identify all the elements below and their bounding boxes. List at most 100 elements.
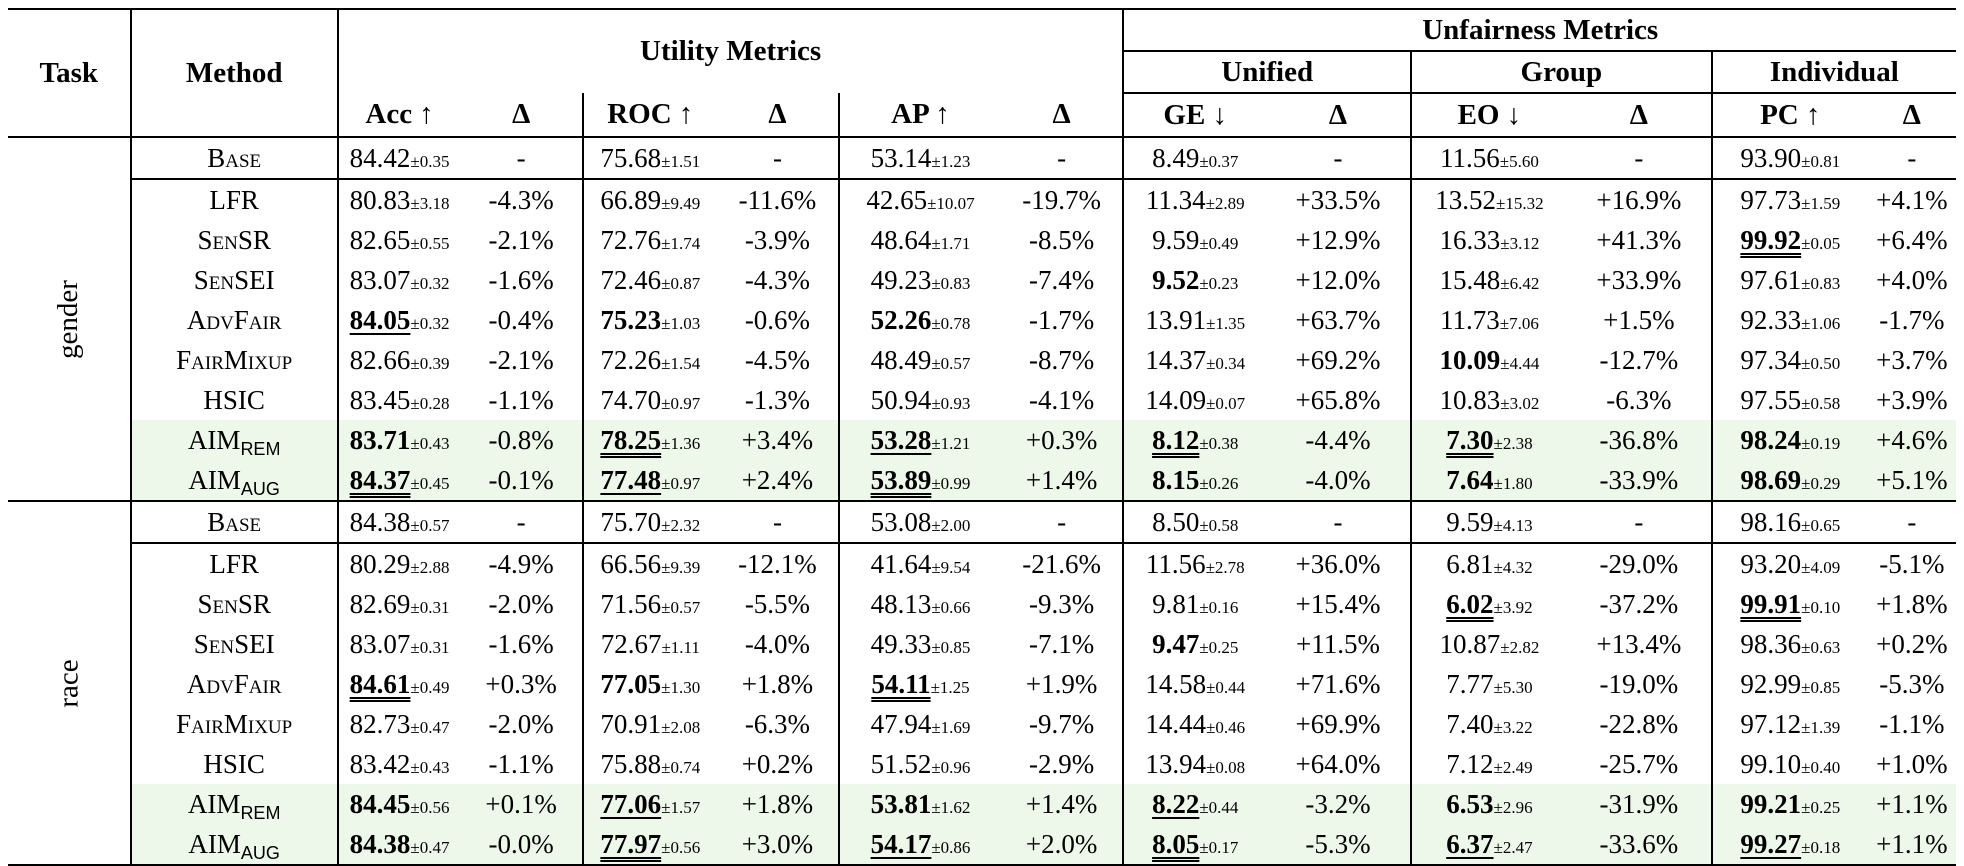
cell-ge: 8.49±0.37 <box>1122 137 1267 180</box>
table-row: LFR 80.83±3.18 -4.3% 66.89±9.49 -11.6% 42.65±… <box>8 179 1956 220</box>
method-cell: AdvFair <box>129 664 338 704</box>
cell-ge: 9.59±0.49 <box>1122 220 1267 260</box>
table-row: FairMixup 82.66±0.39 -2.1% 72.26±1.54 -4.5% 4… <box>8 340 1956 380</box>
column-headers: Acc ↑ Δ ROC ↑ Δ AP ↑ Δ GE ↓ Δ EO ↓ Δ PC ↑ Δ <box>8 93 1956 138</box>
method-name: SenSEI <box>193 264 275 295</box>
cell-roc: 77.05±1.30 <box>581 664 717 704</box>
table-row: HSIC 83.42±0.43 -1.1% 75.88±0.74 +0.2% 51.52±… <box>8 744 1956 784</box>
cell-acc-delta: +0.1% <box>460 784 583 824</box>
cell-std: ±1.71 <box>931 233 971 253</box>
cell-value: -5.3% <box>1305 828 1371 859</box>
cell-value: 77.97 <box>600 828 662 859</box>
cell-value: - <box>772 142 782 173</box>
cell-pc: 92.33±1.06 <box>1710 300 1868 340</box>
cell-std: ±1.03 <box>661 313 701 333</box>
cell-value: -9.7% <box>1028 708 1095 739</box>
cell-std: ±0.74 <box>661 757 701 777</box>
cell-std: ±15.32 <box>1496 193 1544 213</box>
cell-std: ±0.83 <box>931 273 971 293</box>
cell-value: +71.6% <box>1295 668 1381 699</box>
cell-pc: 98.24±0.19 <box>1710 420 1868 460</box>
cell-std: ±1.51 <box>661 151 701 171</box>
cell-value: -2.0% <box>488 588 554 619</box>
cell-value: 8.49 <box>1152 142 1200 173</box>
cell-ge-delta: -4.0% <box>1266 460 1411 502</box>
cell-value: -8.5% <box>1028 224 1095 255</box>
cell-value: - <box>1333 506 1343 537</box>
cell-std: ±0.66 <box>931 597 971 617</box>
cell-std: ±0.43 <box>410 757 450 777</box>
cell-value: 75.23 <box>600 304 662 335</box>
cell-std: ±4.44 <box>1500 353 1540 373</box>
cell-std: ±0.18 <box>1801 837 1841 857</box>
cell-value: -0.6% <box>744 304 811 335</box>
cell-std: ±0.85 <box>1801 677 1841 697</box>
cell-pc-delta: +1.1% <box>1867 824 1956 866</box>
cell-std: ±0.44 <box>1199 797 1239 817</box>
cell-std: ±0.19 <box>1801 433 1841 453</box>
cell-value: +1.4% <box>1025 788 1098 819</box>
cell-value: - <box>1634 506 1644 537</box>
cell-acc: 80.29±2.88 <box>336 543 461 584</box>
cell-eo: 7.64±1.80 <box>1409 460 1567 502</box>
cell-value: +2.0% <box>1025 828 1098 859</box>
cell-ap-delta: -19.7% <box>1001 179 1124 220</box>
cell-value: +3.7% <box>1876 344 1948 375</box>
cell-pc-delta: +1.8% <box>1868 584 1956 624</box>
method-name: FairMixup <box>176 708 293 739</box>
cell-value: 92.33 <box>1740 304 1802 335</box>
cell-ge-delta: +15.4% <box>1266 584 1411 624</box>
cell-std: ±0.07 <box>1206 393 1246 413</box>
cell-std: ±0.49 <box>1199 233 1239 253</box>
cell-value: 72.67 <box>600 628 662 659</box>
results-table: Task Method Utility Metrics Unfairness M… <box>8 8 1956 866</box>
cell-std: ±1.80 <box>1493 473 1533 493</box>
cell-value: 9.52 <box>1152 264 1200 295</box>
cell-value: 13.94 <box>1145 748 1207 779</box>
cell-value: +4.0% <box>1876 264 1948 295</box>
cell-ap: 48.49±0.57 <box>838 340 1001 380</box>
cell-acc: 84.45±0.56 <box>336 784 461 824</box>
cell-ge: 8.12±0.38 <box>1122 420 1267 460</box>
cell-acc: 84.38±0.47 <box>336 824 461 866</box>
cell-ap-delta: - <box>1000 501 1124 544</box>
cell-value: 10.83 <box>1439 384 1501 415</box>
cell-value: 49.33 <box>870 628 932 659</box>
cell-eo: 6.02±3.92 <box>1409 584 1567 624</box>
cell-roc-delta: -3.9% <box>717 220 840 260</box>
table-row: AIMREM 83.71±0.43 -0.8% 78.25±1.36 +3.4% 53.2… <box>8 420 1956 460</box>
cell-value: 93.90 <box>1740 142 1802 173</box>
cell-pc: 99.27±0.18 <box>1710 824 1868 866</box>
cell-std: ±1.23 <box>931 151 971 171</box>
cell-value: 82.69 <box>349 588 411 619</box>
cell-ge-delta: - <box>1266 501 1411 544</box>
cell-eo-delta: -36.8% <box>1566 420 1712 460</box>
cell-ge-delta: +12.9% <box>1266 220 1411 260</box>
cell-std: ±0.57 <box>410 515 450 535</box>
cell-std: ±4.09 <box>1801 557 1841 577</box>
cell-std: ±1.62 <box>931 797 971 817</box>
cell-std: ±2.38 <box>1493 433 1533 453</box>
cell-eo: 11.73±7.06 <box>1409 300 1567 340</box>
cell-pc: 99.10±0.40 <box>1710 744 1868 784</box>
table-row: SenSEI 83.07±0.32 -1.6% 72.46±0.87 -4.3% 49.2… <box>8 260 1956 300</box>
cell-value: -7.4% <box>1028 264 1095 295</box>
cell-std: ±0.38 <box>1199 433 1239 453</box>
cell-value: -6.3% <box>1606 384 1672 415</box>
cell-std: ±0.29 <box>1801 473 1841 493</box>
cell-roc: 78.25±1.36 <box>581 420 717 460</box>
method-name: AIM <box>188 828 241 859</box>
cell-eo-delta: -29.0% <box>1567 543 1712 584</box>
cell-roc: 66.56±9.39 <box>581 543 717 584</box>
cell-acc-delta: -1.1% <box>460 380 583 420</box>
cell-value: +33.5% <box>1295 184 1381 215</box>
cell-std: ±0.56 <box>661 837 701 857</box>
cell-value: 72.46 <box>600 264 662 295</box>
cell-roc-delta: -12.1% <box>717 543 840 584</box>
method-subscript: AUG <box>240 478 280 499</box>
method-cell: SenSEI <box>129 260 338 300</box>
cell-roc-delta: -4.0% <box>717 624 840 664</box>
cell-eo-delta: -12.7% <box>1567 340 1712 380</box>
cell-value: -0.0% <box>488 828 554 859</box>
cell-value: 98.36 <box>1740 628 1802 659</box>
